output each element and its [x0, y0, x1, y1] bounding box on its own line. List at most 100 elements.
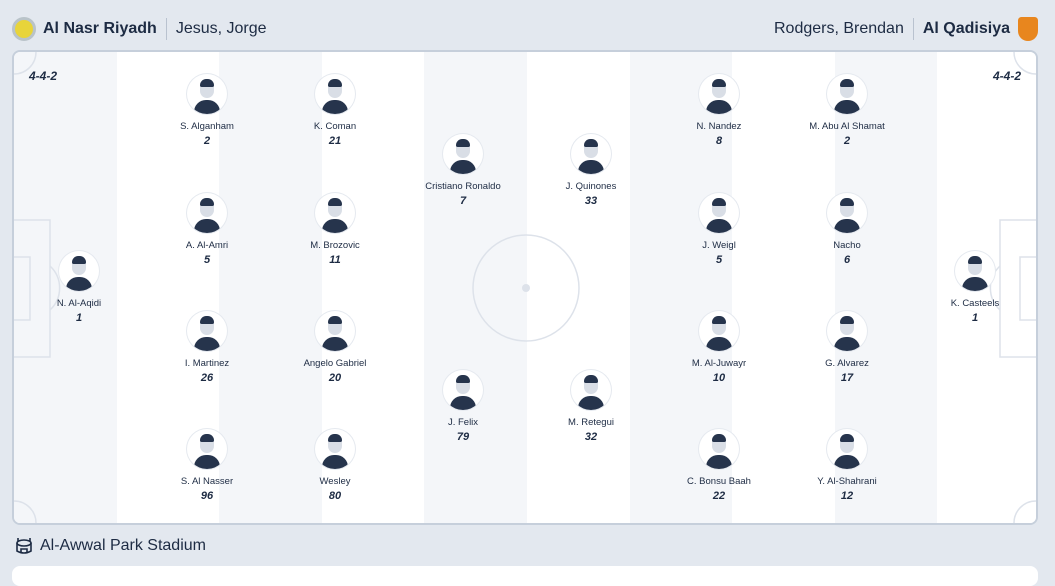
venue: Al-Awwal Park Stadium	[14, 536, 206, 556]
player-number: 5	[715, 254, 723, 266]
player-number: 79	[456, 431, 470, 443]
away-player[interactable]: G. Alvarez 17	[787, 311, 907, 384]
away-player[interactable]: M. Retegui 32	[531, 370, 651, 443]
venue-name: Al-Awwal Park Stadium	[40, 537, 206, 554]
player-avatar-icon	[59, 251, 99, 291]
player-name: C. Bonsu Baah	[687, 476, 751, 487]
away-player[interactable]: J. Weigl 5	[659, 193, 779, 266]
player-avatar-icon	[315, 429, 355, 469]
pitch-stripe	[732, 52, 835, 523]
away-player[interactable]: Nacho 6	[787, 193, 907, 266]
player-number: 1	[75, 312, 83, 324]
player-avatar-icon	[699, 193, 739, 233]
player-name: J. Weigl	[702, 240, 736, 251]
home-player[interactable]: N. Al-Aqidi 1	[19, 251, 139, 324]
away-coach[interactable]: Rodgers, Brendan	[773, 20, 904, 37]
player-avatar-icon	[827, 193, 867, 233]
player-avatar-icon	[443, 134, 483, 174]
player-number: 6	[843, 254, 851, 266]
player-number: 1	[971, 312, 979, 324]
home-player[interactable]: M. Brozovic 11	[275, 193, 395, 266]
away-formation: 4-4-2	[992, 69, 1021, 83]
player-number: 26	[200, 372, 214, 384]
away-header: Rodgers, Brendan Al Qadisiya	[774, 14, 1038, 44]
home-player[interactable]: Wesley 80	[275, 429, 395, 502]
player-name: Wesley	[319, 476, 351, 487]
player-avatar-icon	[827, 311, 867, 351]
player-number: 21	[328, 135, 342, 147]
player-avatar-icon	[315, 193, 355, 233]
player-number: 11	[329, 254, 341, 266]
player-number: 7	[459, 195, 467, 207]
player-avatar-icon	[571, 134, 611, 174]
player-number: 2	[203, 135, 211, 147]
home-header: Al Nasr Riyadh Jesus, Jorge	[12, 14, 267, 44]
player-number: 10	[712, 372, 726, 384]
player-name: M. Brozovic	[310, 240, 360, 251]
player-avatar-icon	[443, 370, 483, 410]
away-player[interactable]: Y. Al-Shahrani 12	[787, 429, 907, 502]
player-name: M. Abu Al Shamat	[809, 121, 885, 132]
player-number: 96	[200, 490, 214, 502]
player-avatar-icon	[315, 74, 355, 114]
player-name: N. Al-Aqidi	[56, 298, 102, 309]
player-number: 2	[843, 135, 851, 147]
home-player[interactable]: Angelo Gabriel 20	[275, 311, 395, 384]
home-team-name[interactable]: Al Nasr Riyadh	[43, 20, 157, 37]
home-player[interactable]: J. Felix 79	[403, 370, 523, 443]
player-name: M. Al-Juwayr	[691, 358, 747, 369]
player-name: Y. Al-Shahrani	[817, 476, 877, 487]
player-name: A. Al-Amri	[185, 240, 229, 251]
player-name: Cristiano Ronaldo	[425, 181, 501, 192]
player-number: 12	[840, 490, 854, 502]
player-avatar-icon	[955, 251, 995, 291]
home-formation: 4-4-2	[29, 69, 58, 83]
player-avatar-icon	[187, 429, 227, 469]
player-avatar-icon	[187, 311, 227, 351]
home-player[interactable]: S. Al Nasser 96	[147, 429, 267, 502]
home-player[interactable]: S. Alganham 2	[147, 74, 267, 147]
player-name: N. Nandez	[696, 121, 742, 132]
home-player[interactable]: I. Martinez 26	[147, 311, 267, 384]
player-number: 20	[328, 372, 342, 384]
player-avatar-icon	[571, 370, 611, 410]
pitch-stripe	[219, 52, 322, 523]
player-number: 80	[328, 490, 342, 502]
player-name: J. Quinones	[565, 181, 617, 192]
player-name: S. Alganham	[180, 121, 234, 132]
player-avatar-icon	[187, 193, 227, 233]
player-name: K. Casteels	[950, 298, 1000, 309]
player-name: Angelo Gabriel	[303, 358, 367, 369]
away-crest-icon	[1018, 17, 1038, 41]
pitch-stripe	[14, 52, 117, 523]
player-avatar-icon	[699, 429, 739, 469]
player-name: J. Felix	[447, 417, 479, 428]
player-avatar-icon	[827, 429, 867, 469]
pitch-lines	[14, 52, 1036, 523]
away-player[interactable]: N. Nandez 8	[659, 74, 779, 147]
away-team-name[interactable]: Al Qadisiya	[922, 20, 1010, 37]
player-name: Nacho	[833, 240, 861, 251]
home-coach[interactable]: Jesus, Jorge	[175, 20, 267, 37]
player-name: K. Coman	[313, 121, 357, 132]
player-avatar-icon	[187, 74, 227, 114]
away-player[interactable]: M. Abu Al Shamat 2	[787, 74, 907, 147]
player-avatar-icon	[699, 74, 739, 114]
away-player[interactable]: C. Bonsu Baah 22	[659, 429, 779, 502]
player-name: I. Martinez	[184, 358, 230, 369]
player-name: S. Al Nasser	[180, 476, 234, 487]
pitch-stripe	[424, 52, 527, 523]
home-player[interactable]: A. Al-Amri 5	[147, 193, 267, 266]
player-number: 5	[203, 254, 211, 266]
lineup-pitch: 4-4-2 4-4-2 N. Al-Aqidi 1 S. Alganham 2 A. A…	[12, 50, 1038, 525]
stadium-icon	[16, 538, 32, 554]
home-player[interactable]: Cristiano Ronaldo 7	[403, 134, 523, 207]
divider	[165, 18, 167, 40]
player-number: 32	[584, 431, 598, 443]
player-number: 17	[840, 372, 854, 384]
divider	[912, 18, 914, 40]
away-player[interactable]: M. Al-Juwayr 10	[659, 311, 779, 384]
away-player[interactable]: K. Casteels 1	[915, 251, 1035, 324]
away-player[interactable]: J. Quinones 33	[531, 134, 651, 207]
home-player[interactable]: K. Coman 21	[275, 74, 395, 147]
